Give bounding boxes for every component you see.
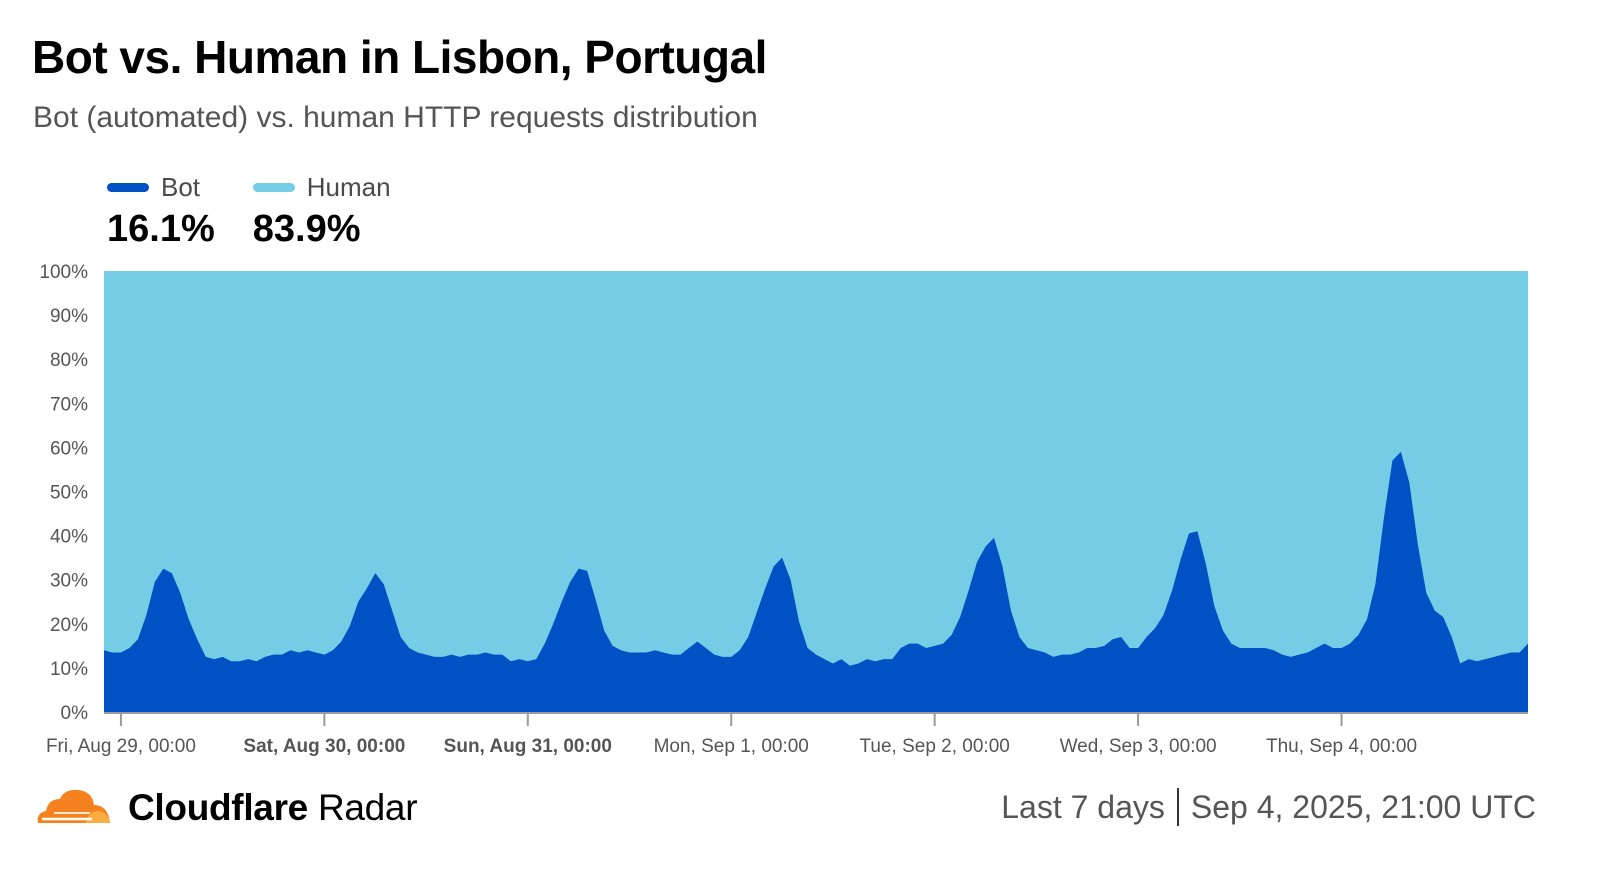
x-tick-label: Tue, Sep 2, 00:00	[859, 736, 1009, 757]
footer-divider	[1176, 788, 1179, 826]
y-tick-label: 50%	[50, 483, 88, 504]
legend-label-human: Human	[306, 171, 391, 202]
chart-subtitle: Bot (automated) vs. human HTTP requests …	[33, 101, 758, 134]
time-range: Last 7 days	[1001, 788, 1165, 825]
x-tick-label: Mon, Sep 1, 00:00	[654, 736, 809, 757]
y-tick-label: 80%	[50, 350, 88, 371]
y-tick-label: 100%	[39, 262, 88, 283]
y-tick-label: 0%	[61, 703, 89, 724]
x-tick-label: Sat, Aug 30, 00:00	[243, 736, 405, 757]
legend-swatch-bot	[107, 182, 149, 192]
x-tick-label: Thu, Sep 4, 00:00	[1266, 736, 1417, 757]
legend-item-human[interactable]: Human 83.9%	[252, 171, 391, 251]
bot-area[interactable]	[104, 451, 1528, 712]
human-area[interactable]	[104, 271, 1528, 712]
footer-meta: Last 7 days Sep 4, 2025, 21:00 UTC	[1001, 788, 1536, 826]
y-tick-label: 30%	[50, 571, 88, 592]
plot-area[interactable]	[104, 271, 1528, 712]
x-tick-label: Sun, Aug 31, 00:00	[444, 736, 612, 757]
y-tick-label: 10%	[50, 659, 88, 680]
legend-item-bot[interactable]: Bot 16.1%	[107, 172, 215, 251]
y-tick-label: 40%	[50, 527, 88, 548]
y-tick-label: 70%	[50, 394, 88, 415]
y-tick-label: 60%	[50, 438, 88, 459]
cloudflare-logo-icon	[37, 789, 110, 823]
y-tick-label: 20%	[50, 615, 88, 636]
x-tick-label: Wed, Sep 3, 00:00	[1060, 736, 1217, 757]
legend-label-bot: Bot	[161, 171, 201, 202]
brand[interactable]: Cloudflare Radar	[32, 785, 418, 831]
chart-title: Bot vs. Human in Lisbon, Portugal	[32, 31, 767, 83]
timestamp: Sep 4, 2025, 21:00 UTC	[1190, 788, 1536, 825]
legend: Bot 16.1% Human 83.9%	[107, 172, 391, 251]
legend-value-human: 83.9%	[252, 208, 361, 250]
y-axis: 0% 10% 20% 30% 40% 50% 60% 70% 80% 90% 100%	[39, 262, 88, 724]
x-tick-label: Fri, Aug 29, 00:00	[46, 736, 196, 757]
brand-name: Cloudflare Radar	[128, 787, 418, 828]
legend-swatch-human	[252, 182, 295, 192]
y-tick-label: 90%	[50, 306, 88, 327]
x-axis: Fri, Aug 29, 00:00 Sat, Aug 30, 00:00 Sun,…	[46, 712, 1528, 757]
legend-value-bot: 16.1%	[107, 208, 215, 250]
